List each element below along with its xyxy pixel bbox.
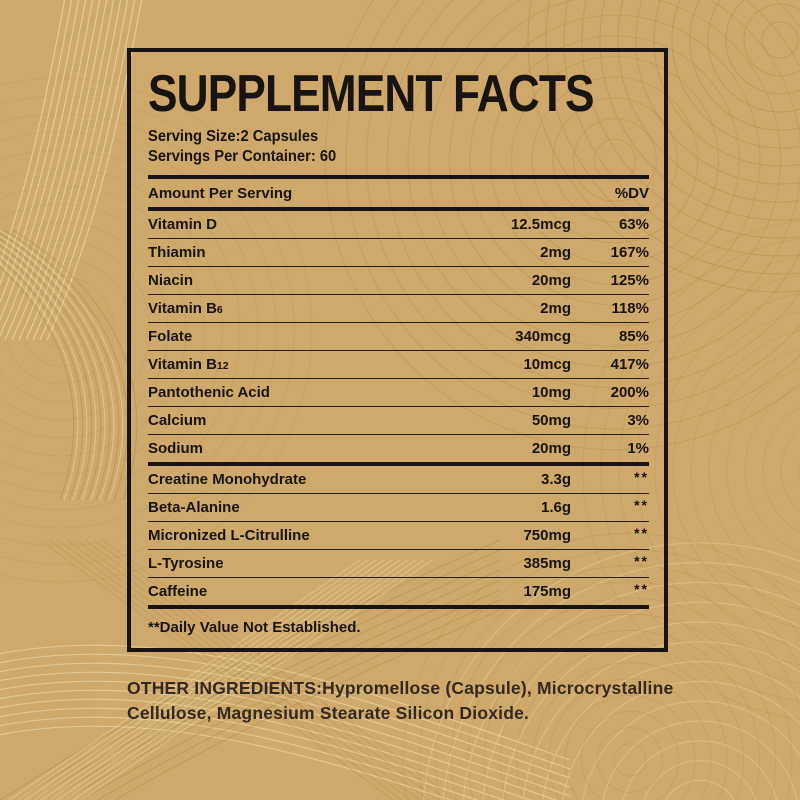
supplement-facts-panel: SUPPLEMENT FACTS Serving Size:2 Capsules… <box>127 48 668 652</box>
row-amount: 10mcg <box>523 356 571 374</box>
other-ingredients-text: OTHER INGREDIENTS:Hypromellose (Capsule)… <box>127 678 674 723</box>
row-amount: 2mg <box>540 244 571 262</box>
row-name-text: Micronized L-Citrulline <box>148 527 310 545</box>
row-name: Thiamin <box>148 244 459 261</box>
row-dv: ** <box>634 496 649 513</box>
column-header-row: Amount Per Serving %DV <box>148 179 649 207</box>
row-amount: 340mcg <box>515 328 571 346</box>
row-dv: ** <box>634 524 649 541</box>
row-dv: 63% <box>618 216 649 234</box>
row-name: Folate <box>148 328 459 345</box>
row-name-text: Thiamin <box>148 244 206 262</box>
row-name: L-Tyrosine <box>148 555 459 572</box>
nutrient-rows: Vitamin D 12.5mcg 63% Thiamin 2mg 167% N… <box>148 211 649 467</box>
table-row: Niacin 20mg 125% <box>148 267 649 296</box>
row-name-subscript: 12 <box>216 360 229 373</box>
row-name: Sodium <box>148 440 459 457</box>
row-name: Vitamin D <box>148 216 459 233</box>
row-amount: 175mg <box>523 583 571 601</box>
blend-rows: Creatine Monohydrate 3.3g ** Beta-Alanin… <box>148 466 649 610</box>
row-amount: 12.5mcg <box>510 216 571 234</box>
row-amount: 750mg <box>523 527 571 545</box>
row-name-text: Sodium <box>148 440 203 458</box>
row-name: Vitamin B6 <box>148 300 459 317</box>
row-name-text: Creatine Monohydrate <box>148 471 307 489</box>
serving-size: Serving Size:2 Capsules <box>148 128 319 145</box>
servings-per-container: Servings Per Container: 60 <box>148 148 337 166</box>
row-name-text: Vitamin B <box>148 300 217 318</box>
table-row: Vitamin B12 10mcg 417% <box>148 351 649 380</box>
row-name-text: Calcium <box>148 412 207 430</box>
serving-info: Serving Size:2 Capsules Servings Per Con… <box>148 127 624 167</box>
divider-thick <box>148 207 649 212</box>
table-row: Calcium 50mg 3% <box>148 407 649 436</box>
row-name: Beta-Alanine <box>148 499 459 516</box>
row-amount: 3.3g <box>540 471 571 489</box>
row-dv: 417% <box>610 356 649 374</box>
table-row: Pantothenic Acid 10mg 200% <box>148 379 649 408</box>
row-dv: ** <box>634 468 649 485</box>
table-row: Beta-Alanine 1.6g ** <box>148 494 649 523</box>
row-dv: 125% <box>610 272 649 290</box>
row-name-text: Niacin <box>148 272 194 290</box>
row-name: Caffeine <box>148 583 459 600</box>
table-row: Folate 340mcg 85% <box>148 323 649 352</box>
row-dv: 85% <box>618 328 649 346</box>
row-amount: 1.6g <box>540 499 571 517</box>
row-name: Calcium <box>148 412 459 429</box>
row-name: Niacin <box>148 272 459 289</box>
table-row: Creatine Monohydrate 3.3g ** <box>148 466 649 495</box>
row-name-text: Folate <box>148 328 193 346</box>
row-name-text: Vitamin D <box>148 216 217 234</box>
amount-per-serving-header: Amount Per Serving <box>148 185 293 203</box>
table-row: L-Tyrosine 385mg ** <box>148 550 649 579</box>
row-dv: ** <box>634 580 649 597</box>
row-amount: 20mg <box>531 440 571 458</box>
row-amount: 20mg <box>531 272 571 290</box>
row-name-text: Beta-Alanine <box>148 499 240 517</box>
row-dv: 1% <box>627 440 649 458</box>
row-name-text: Vitamin B <box>148 356 217 374</box>
row-dv: ** <box>634 552 649 569</box>
row-amount: 10mg <box>531 384 571 402</box>
dv-header: %DV <box>614 185 649 203</box>
table-row: Caffeine 175mg ** <box>148 578 649 605</box>
row-dv: 200% <box>610 384 649 402</box>
row-name-text: Pantothenic Acid <box>148 384 270 402</box>
row-dv: 3% <box>627 412 649 430</box>
row-dv: 167% <box>610 244 649 262</box>
row-name-text: Caffeine <box>148 583 208 601</box>
row-amount: 50mg <box>531 412 571 430</box>
row-dv: 118% <box>611 300 649 318</box>
panel-title: SUPPLEMENT FACTS <box>148 65 594 123</box>
divider-thick <box>148 175 649 180</box>
row-amount: 2mg <box>540 300 571 318</box>
table-row: Vitamin B6 2mg 118% <box>148 295 649 324</box>
table-row: Vitamin D 12.5mcg 63% <box>148 211 649 240</box>
row-amount: 385mg <box>523 555 571 573</box>
table-row: Sodium 20mg 1% <box>148 435 649 462</box>
row-name: Pantothenic Acid <box>148 384 459 401</box>
row-name: Micronized L-Citrulline <box>148 527 459 544</box>
table-row: Micronized L-Citrulline 750mg ** <box>148 522 649 551</box>
daily-value-footnote: **Daily Value Not Established. <box>148 619 361 637</box>
row-name-text: L-Tyrosine <box>148 555 224 573</box>
row-name: Creatine Monohydrate <box>148 471 459 488</box>
table-row: Thiamin 2mg 167% <box>148 239 649 268</box>
row-name: Vitamin B12 <box>148 356 459 373</box>
row-name-subscript: 6 <box>216 304 223 317</box>
